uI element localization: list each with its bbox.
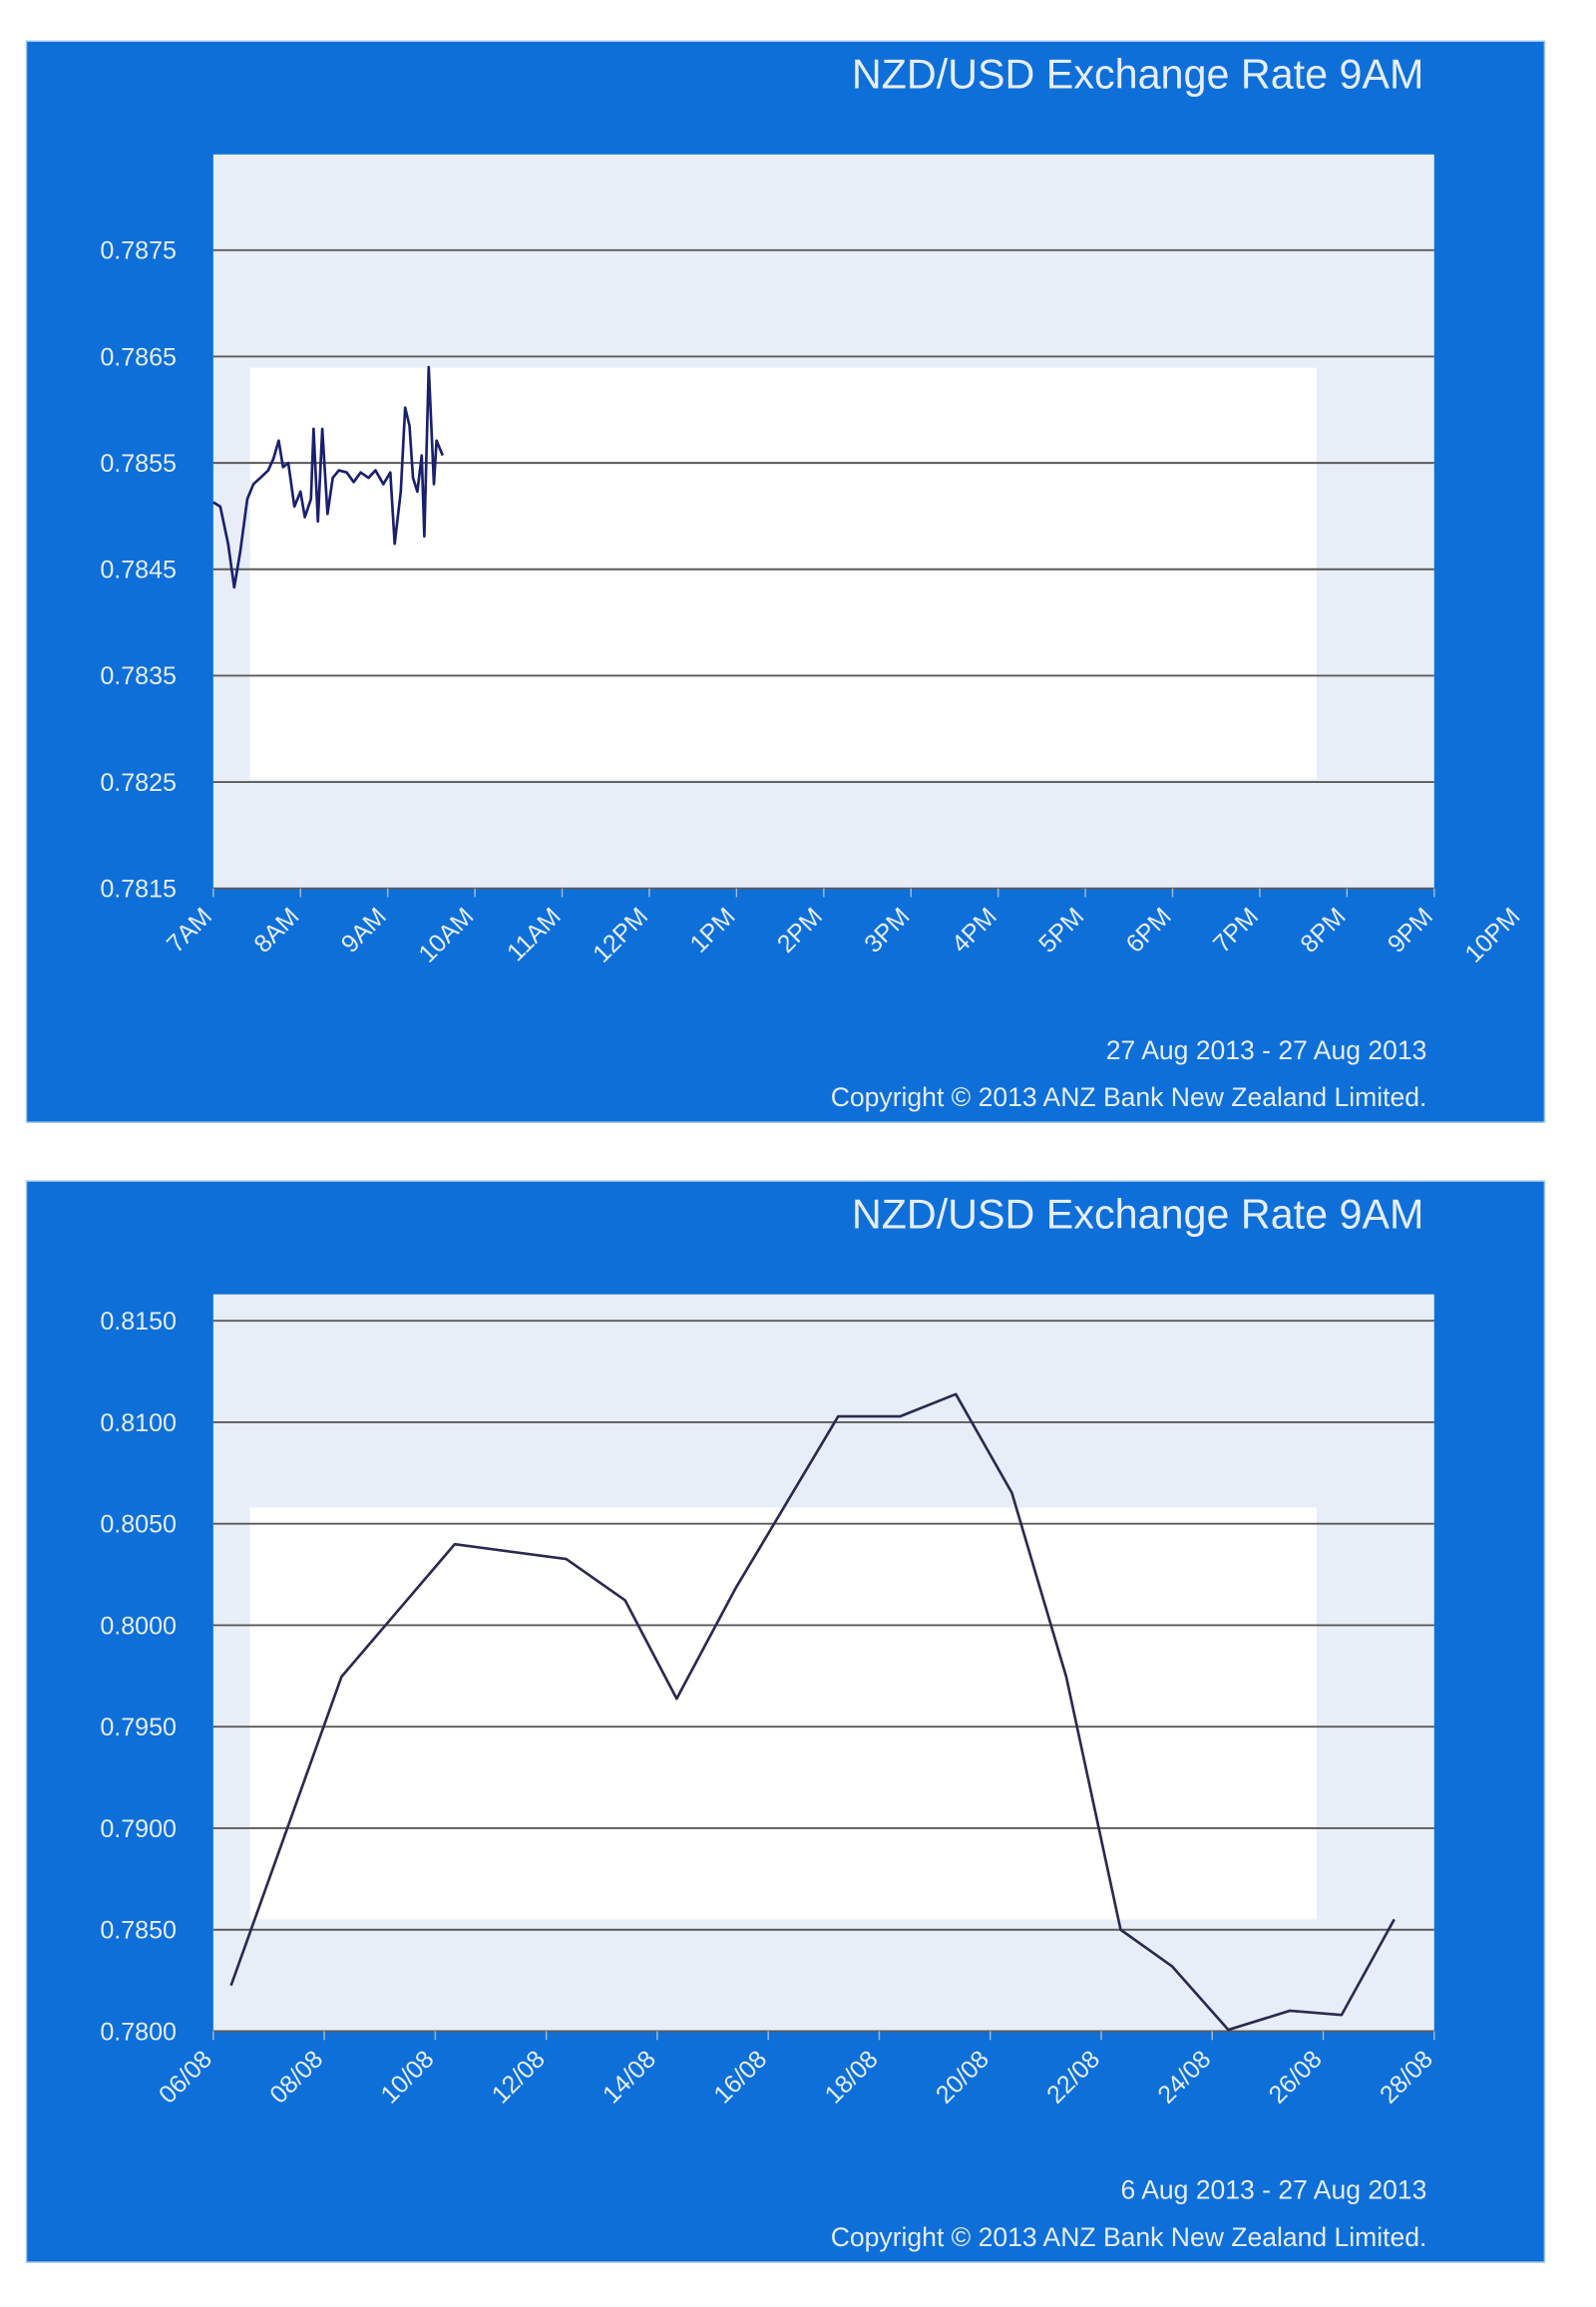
y-tick-label: 0.8100 bbox=[100, 1409, 177, 1437]
y-tick-label: 0.7835 bbox=[100, 662, 177, 690]
y-tick-label: 0.7845 bbox=[100, 557, 177, 584]
y-tick-label: 0.7865 bbox=[100, 343, 177, 371]
series-line bbox=[229, 1392, 1396, 2032]
y-tick-label: 0.7850 bbox=[100, 1917, 177, 1945]
y-tick-label: 0.7900 bbox=[100, 1815, 177, 1843]
y-tick-label: 0.7825 bbox=[100, 769, 177, 797]
y-tick-label: 0.8050 bbox=[100, 1511, 177, 1539]
date-range: 27 Aug 2013 - 27 Aug 2013 bbox=[1106, 1035, 1427, 1065]
y-tick-label: 0.7855 bbox=[100, 450, 177, 478]
y-tick-label: 0.7875 bbox=[100, 237, 177, 265]
copyright: Copyright © 2013 ANZ Bank New Zealand Li… bbox=[831, 2222, 1427, 2252]
y-tick-label: 0.7800 bbox=[100, 2018, 177, 2046]
y-tick-label: 0.8000 bbox=[100, 1612, 177, 1640]
chart-title: NZD/USD Exchange Rate 9AM bbox=[852, 51, 1424, 97]
chart-panel: NZD/USD Exchange Rate 9AM 27 Aug 2013 - 2… bbox=[25, 40, 1546, 1123]
plot-inner bbox=[249, 1507, 1317, 1920]
y-tick-label: 0.7815 bbox=[100, 876, 177, 904]
y-tick-label: 0.8150 bbox=[100, 1308, 177, 1336]
chart-title: NZD/USD Exchange Rate 9AM bbox=[852, 1191, 1424, 1237]
y-tick-label: 0.7950 bbox=[100, 1714, 177, 1741]
series-line bbox=[212, 365, 444, 589]
date-range: 6 Aug 2013 - 27 Aug 2013 bbox=[1121, 2175, 1427, 2205]
copyright: Copyright © 2013 ANZ Bank New Zealand Li… bbox=[831, 1082, 1427, 1112]
chart-panel: NZD/USD Exchange Rate 9AM 6 Aug 2013 - 27… bbox=[25, 1180, 1546, 2263]
